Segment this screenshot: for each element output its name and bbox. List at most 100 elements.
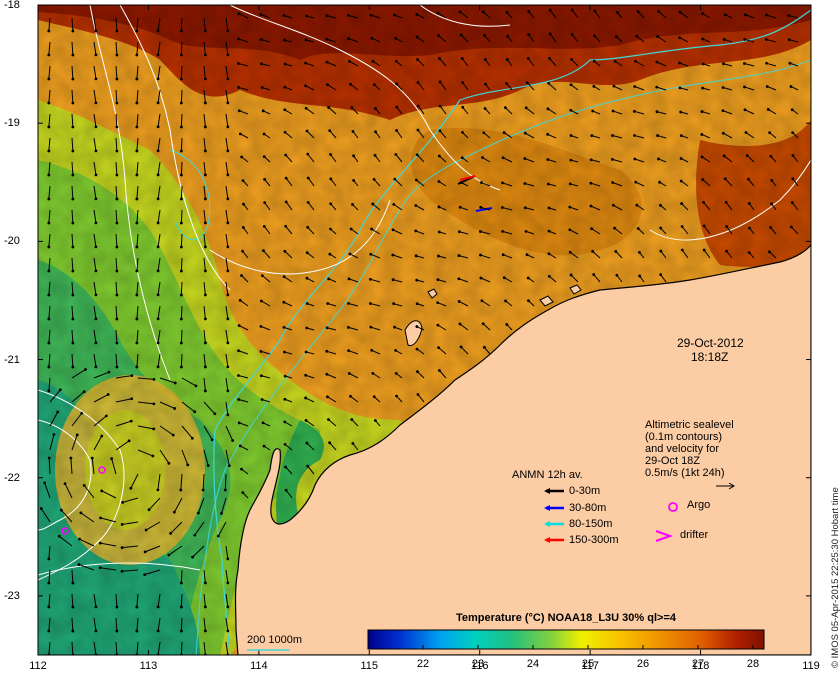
velocity-vector-head: [461, 81, 465, 85]
velocity-vector: [570, 84, 579, 91]
velocity-vector-head: [351, 442, 355, 445]
velocity-vector: [725, 202, 733, 211]
velocity-vector: [525, 207, 535, 211]
velocity-vector: [203, 185, 206, 199]
sealevel-contour-4: [38, 419, 92, 531]
velocity-vector-head: [110, 457, 114, 461]
velocity-vector-head: [635, 34, 639, 38]
velocity-vector-head: [369, 325, 373, 329]
velocity-vector: [180, 473, 183, 490]
velocity-vector: [93, 17, 97, 31]
velocity-vector-head: [394, 349, 398, 352]
velocity-vector-head: [107, 370, 111, 374]
velocity-vector: [238, 374, 249, 379]
velocity-vector: [612, 110, 623, 115]
velocity-vector: [260, 325, 271, 331]
velocity-vector: [502, 182, 513, 187]
velocity-vector-head: [282, 14, 286, 17]
velocity-vector: [180, 329, 183, 344]
velocity-vector-head: [328, 252, 332, 256]
velocity-vector-head: [568, 250, 572, 254]
velocity-vector-head: [135, 341, 139, 345]
velocity-vector: [285, 177, 293, 187]
velocity-vector-head: [115, 125, 119, 129]
velocity-vector: [203, 449, 209, 466]
velocity-vector-head: [721, 86, 725, 89]
velocity-vector-head: [525, 253, 529, 257]
velocity-vector-head: [115, 53, 119, 57]
velocity-vector-head: [135, 221, 139, 225]
velocity-vector: [225, 329, 229, 343]
velocity-vector-head: [613, 59, 617, 63]
velocity-vector-head: [71, 365, 75, 369]
velocity-vector: [326, 373, 337, 379]
velocity-vector-head: [115, 197, 119, 201]
velocity-vector: [326, 327, 337, 331]
velocity-vector: [524, 182, 535, 187]
velocity-vector-head: [504, 106, 507, 110]
velocity-vector: [283, 301, 293, 307]
velocity-vector-head: [260, 398, 264, 401]
velocity-vector: [548, 83, 557, 91]
velocity-vector: [438, 347, 447, 355]
velocity-vector-head: [106, 393, 110, 396]
velocity-vector: [549, 58, 557, 67]
velocity-vector: [326, 38, 337, 43]
velocity-vector: [703, 202, 711, 211]
velocity-vector-head: [156, 197, 160, 201]
velocity-vector-head: [438, 129, 442, 133]
velocity-vector-head: [226, 629, 230, 633]
velocity-vector-head: [701, 178, 705, 181]
velocity-vector-head: [415, 153, 419, 157]
velocity-vector: [60, 509, 73, 523]
velocity-vector-head: [348, 59, 351, 63]
velocity-vector-head: [743, 38, 747, 41]
velocity-vector: [115, 113, 118, 128]
velocity-vector-head: [479, 253, 482, 257]
velocity-vector-head: [47, 101, 51, 105]
velocity-vector-head: [179, 221, 183, 225]
velocity-vector-head: [480, 181, 483, 184]
velocity-vector-head: [305, 276, 309, 280]
velocity-vector-head: [659, 273, 663, 276]
velocity-vector-head: [259, 374, 263, 378]
velocity-vector: [394, 178, 403, 187]
velocity-vector: [305, 420, 315, 427]
velocity-vector: [71, 233, 74, 248]
velocity-vector-head: [613, 226, 616, 230]
velocity-vector: [168, 545, 183, 556]
velocity-vector: [637, 11, 645, 19]
velocity-vector: [64, 483, 73, 499]
velocity-vector: [71, 329, 74, 344]
velocity-vector-head: [226, 317, 230, 321]
velocity-vector-head: [346, 326, 350, 329]
velocity-vector: [180, 353, 183, 368]
velocity-vector-head: [100, 434, 104, 438]
velocity-vector-head: [226, 101, 230, 105]
y-tick-label: -22: [4, 471, 20, 484]
velocity-vector-head: [505, 323, 509, 326]
velocity-vector-head: [284, 224, 288, 228]
velocity-vector: [48, 65, 51, 79]
velocity-vector: [438, 35, 447, 43]
velocity-vector-head: [416, 128, 420, 132]
velocity-vector-head: [130, 374, 134, 377]
velocity-vector: [48, 233, 51, 247]
velocity-vector: [93, 257, 97, 271]
velocity-vector: [372, 372, 381, 379]
legend-title: ANMN 12h av.: [512, 469, 583, 481]
velocity-vector: [260, 350, 271, 355]
velocity-vector: [157, 617, 161, 631]
velocity-vector-head: [263, 201, 267, 205]
velocity-vector-head: [193, 533, 197, 537]
velocity-vector-head: [369, 302, 372, 305]
isobath-1000m: [195, 59, 811, 655]
velocity-vector: [225, 425, 234, 441]
velocity-vector: [225, 593, 229, 607]
velocity-vector: [203, 257, 206, 271]
velocity-vector-head: [284, 176, 288, 180]
velocity-vector-head: [679, 134, 683, 138]
velocity-vector: [723, 63, 733, 67]
mooring-arrow-red: [459, 175, 476, 181]
velocity-vector: [157, 353, 161, 367]
